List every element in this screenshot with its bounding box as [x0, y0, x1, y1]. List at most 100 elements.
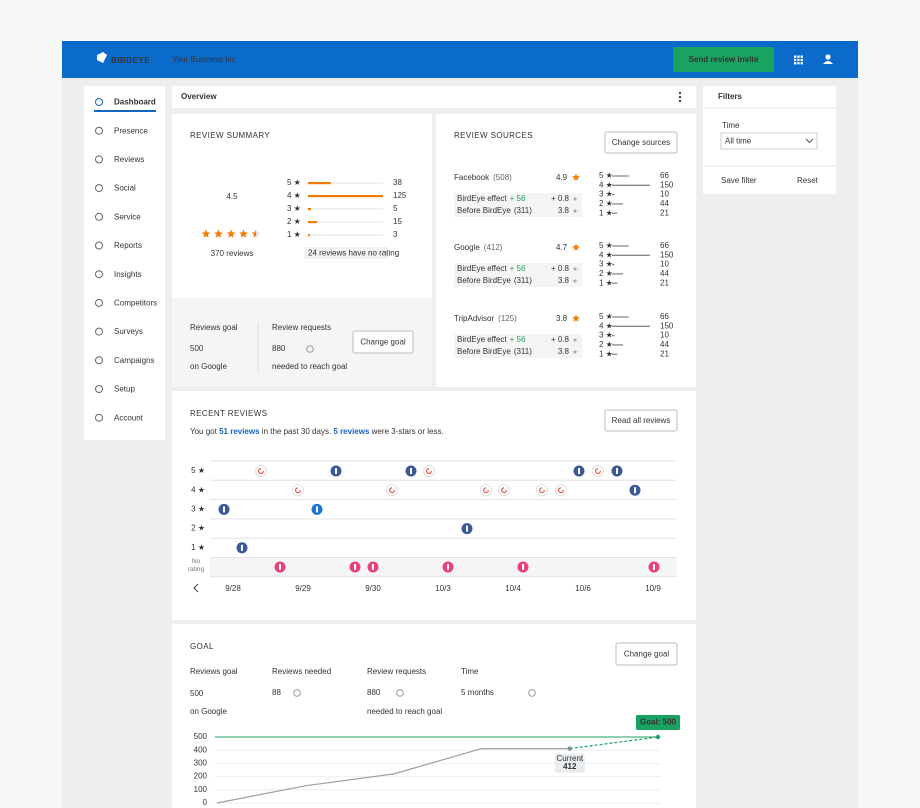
review-icon[interactable]	[555, 484, 567, 497]
invite-button[interactable]	[673, 47, 774, 72]
nav-item[interactable]: Surveys	[114, 327, 143, 336]
review-icon[interactable]	[423, 465, 435, 477]
series-line	[216, 748, 570, 804]
nav-icon	[95, 98, 103, 106]
apps-icon[interactable]	[797, 58, 800, 62]
star-label: 5 ★	[287, 178, 301, 187]
star-icon	[572, 314, 580, 322]
star-icon	[572, 173, 580, 181]
nav-item[interactable]: Campaigns	[114, 356, 154, 365]
effect-label: BirdEye effect + 56	[457, 194, 526, 203]
nav-item[interactable]: Dashboard	[114, 98, 156, 107]
apps-icon[interactable]	[800, 62, 803, 65]
review-icon[interactable]	[255, 465, 267, 477]
star-label: 3 ★	[287, 204, 301, 213]
star-label: 3 ★	[599, 190, 613, 199]
button-label[interactable]: Read all reviews	[612, 416, 671, 425]
reset-filter[interactable]: Reset	[797, 176, 819, 185]
star-label: 5 ★	[599, 312, 613, 321]
nav-item[interactable]: Setup	[114, 385, 135, 394]
sentence-part: in the past 30 days.	[260, 427, 334, 436]
review-icon-glyph	[653, 564, 655, 570]
save-filter[interactable]: Save filter	[721, 176, 757, 185]
review-icon-glyph	[372, 564, 374, 570]
source-rating: 4.7	[556, 243, 568, 252]
source-count: (508)	[493, 173, 512, 182]
star-label: 1 ★	[599, 208, 613, 217]
apps-icon[interactable]	[797, 55, 800, 58]
more-menu[interactable]	[678, 91, 682, 95]
row-label: 4 ★	[191, 485, 205, 494]
time-select[interactable]	[720, 132, 818, 150]
nav-item[interactable]: Competitors	[114, 299, 157, 308]
button[interactable]	[604, 409, 678, 432]
source-name: Google (412)	[454, 243, 503, 252]
section-title: REVIEW SUMMARY	[190, 131, 270, 140]
star-label: 2 ★	[599, 199, 613, 208]
review-icon[interactable]	[536, 484, 548, 497]
review-icon-glyph	[483, 487, 489, 494]
button-label[interactable]: Change goal	[624, 650, 670, 659]
current-badge	[554, 753, 585, 773]
review-icon[interactable]	[386, 484, 398, 497]
before-label: Before BirdEye (311)	[457, 347, 532, 356]
invite-label[interactable]: Send review invite	[689, 55, 759, 64]
row-label: 1 ★	[191, 543, 205, 552]
metric-label: Reviews goal	[190, 667, 238, 676]
nav-item[interactable]: Insights	[114, 270, 142, 279]
apps-icon[interactable]	[794, 55, 797, 58]
y-tick-label: 400	[194, 745, 208, 754]
source-name: TripAdvisor	[454, 314, 494, 323]
source-count: 44	[660, 199, 669, 208]
rating-stars	[201, 229, 261, 238]
button[interactable]	[604, 131, 678, 154]
source-count: 10	[660, 260, 669, 269]
rating-bar	[308, 208, 311, 211]
time-select-value[interactable]: All time	[725, 137, 752, 146]
user-icon[interactable]	[825, 54, 831, 60]
goal-point	[655, 734, 661, 740]
nav-item[interactable]: Service	[114, 212, 141, 221]
apps-icon[interactable]	[800, 58, 803, 62]
rating-count: 125	[393, 191, 407, 200]
more-menu[interactable]	[678, 99, 682, 103]
more-menu[interactable]	[678, 95, 682, 99]
effect-label: BirdEye effect	[457, 335, 507, 344]
star-label: 2 ★	[287, 217, 301, 226]
star	[239, 229, 248, 238]
nav-item[interactable]: Social	[114, 184, 136, 193]
prev-arrow[interactable]	[193, 583, 199, 593]
source-count: 150	[660, 250, 674, 259]
goal-badge-label: Goal: 500	[640, 718, 677, 727]
review-icon[interactable]	[592, 465, 604, 477]
before-label: Before BirdEye	[457, 206, 511, 215]
review-icon[interactable]	[480, 484, 492, 497]
nav-item[interactable]: Presence	[114, 126, 148, 135]
button[interactable]	[615, 642, 678, 666]
apps-icon[interactable]	[800, 55, 803, 58]
goal-value: 500	[190, 689, 204, 698]
review-icon[interactable]	[498, 484, 510, 497]
apps-icon[interactable]	[794, 58, 797, 62]
brand-logo	[97, 52, 107, 63]
apps-icon[interactable]	[797, 62, 800, 65]
apps-icon[interactable]	[794, 62, 797, 65]
nav-icon	[95, 298, 103, 307]
button-label[interactable]: Change sources	[612, 138, 670, 147]
sentence-part: were 3-stars or less.	[369, 427, 443, 436]
nav-item[interactable]: Reviews	[114, 155, 144, 164]
note-background	[304, 247, 388, 259]
review-icon[interactable]	[292, 484, 304, 497]
button[interactable]	[352, 330, 414, 354]
nav-item[interactable]: Account	[114, 413, 144, 422]
date-label: 9/29	[295, 584, 311, 593]
effect-rating: + 0.8	[551, 194, 570, 203]
nav-icon	[95, 184, 103, 193]
button-label[interactable]: Change goal	[360, 338, 406, 347]
metric-label: Reviews needed	[272, 667, 331, 676]
source-count: 21	[660, 208, 669, 217]
nav-item[interactable]: Reports	[114, 241, 142, 250]
review-icon-glyph	[410, 468, 412, 474]
y-tick-label: 200	[194, 772, 208, 781]
